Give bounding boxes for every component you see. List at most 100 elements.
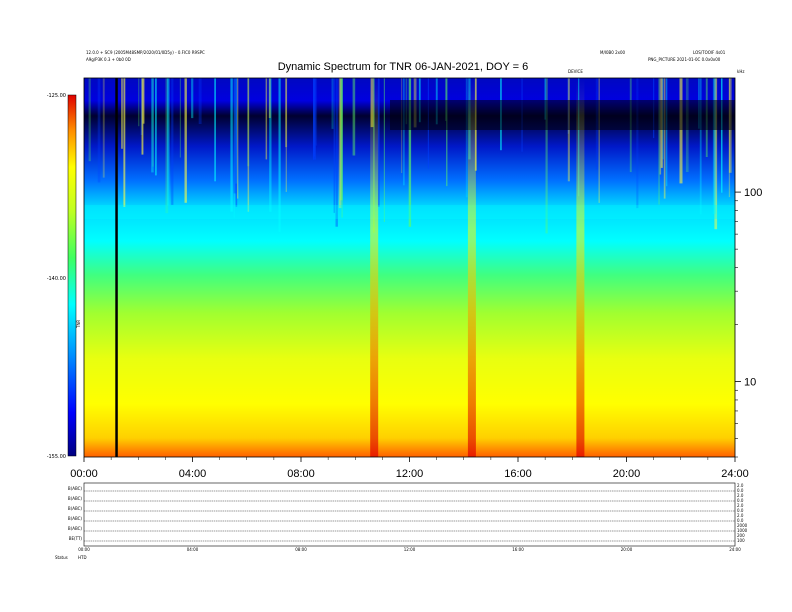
spectrum-streak	[377, 78, 380, 207]
spectrum-streak	[313, 78, 316, 160]
spectrum-streak	[714, 78, 718, 230]
lower-panel-scale-top: 2000	[737, 523, 748, 528]
spectrum-streak	[123, 78, 126, 207]
colorbar-tick-mid: -140.00	[47, 276, 66, 282]
y-tick-label: 10	[744, 377, 756, 389]
spectrum-streak	[151, 78, 154, 173]
y-axis: 100 10	[735, 187, 762, 458]
spectrum-streak	[138, 78, 140, 127]
lower-panel-scale-top: 2.0	[737, 483, 744, 488]
spectrum-streak	[179, 78, 181, 158]
spectrum-streak	[341, 78, 343, 218]
spectrum-streak	[233, 78, 237, 194]
spectrum-streak	[191, 78, 194, 119]
lower-panel-scale-bottom: 0.0	[737, 518, 744, 523]
spectrum-streak	[237, 78, 239, 199]
lower-panel-scale-top: 2.0	[737, 503, 744, 508]
x-tick-label: 12:00	[396, 468, 424, 480]
spectrum-streak	[285, 78, 288, 148]
lower-x-tick-label: 04:00	[187, 547, 199, 552]
lower-panel-scale-top: 2.0	[737, 493, 744, 498]
event-label: DEVICE	[568, 69, 583, 74]
spectrum-streak	[285, 78, 287, 192]
y-tick-label: 100	[744, 187, 762, 199]
radio-bursts	[370, 78, 585, 457]
lower-panels: B(ABC)2.00.0B(ABC)2.00.0B(ABC)2.00.0B(AB…	[68, 483, 748, 552]
lower-x-tick-label: 00:00	[78, 547, 90, 552]
cyan-band	[84, 205, 735, 219]
lower-panel-scale-bottom: 0.0	[737, 488, 744, 493]
spectrum-streak	[278, 78, 281, 232]
dark-band	[390, 100, 735, 130]
header-right-line1: LOS/TOOlF 4s01	[693, 50, 726, 55]
lower-panel-label: B(ABC)	[68, 486, 83, 491]
spectrum-streak	[666, 78, 668, 187]
spectrum-streak	[699, 78, 702, 215]
spectrum-streak	[165, 78, 169, 214]
spectrogram-overlay	[84, 78, 735, 234]
spectrum-streak	[383, 78, 385, 222]
spectrum-streak	[247, 78, 250, 212]
spectrum-streak	[331, 78, 334, 129]
x-tick-label: 04:00	[179, 468, 207, 480]
spectrum-streak	[265, 78, 268, 160]
spectrum-streak	[268, 78, 271, 118]
colorbar-tick-top: -125.00	[47, 93, 66, 99]
spectrum-streak	[333, 78, 335, 213]
lower-panel-label: B(ABC)	[68, 496, 83, 501]
spectrum-streak	[141, 78, 144, 155]
spectrum-streak	[544, 78, 546, 120]
spectrum-streak	[658, 78, 660, 205]
spectrum-streak	[142, 78, 145, 124]
lower-x-tick-label: 20:00	[621, 547, 633, 552]
lower-panels-frame	[83, 482, 736, 547]
spectrum-streak	[97, 78, 101, 183]
colorbar-tick-bottom: -155.00	[47, 454, 66, 460]
spectrum-streak	[235, 78, 238, 184]
lower-panel-label: B(ABC)	[68, 506, 83, 511]
y-unit-label: kHz	[737, 69, 744, 74]
spectrum-streak	[403, 78, 405, 186]
lower-x-tick-label: 12:00	[404, 547, 416, 552]
spectrum-streak	[269, 78, 272, 212]
header-right-line2: PNG_PICTURE 2021-01-0C 0.0x0x00	[648, 57, 721, 62]
header-left-line2: A9g/P3K 0.3 + 0b0 0D	[86, 57, 131, 62]
spectrum-streak	[728, 78, 731, 198]
spectrum-streak	[88, 78, 91, 162]
spectrum-streak	[663, 78, 666, 199]
x-tick-label: 16:00	[504, 468, 532, 480]
lower-panel-scale-top: 200	[737, 533, 745, 538]
spectrum-streak	[338, 78, 342, 209]
burst-mark	[467, 78, 476, 457]
lower-panel-scale-bottom: 0.0	[737, 498, 744, 503]
lower-panel-scale-bottom: 1000	[737, 528, 748, 533]
chart-title: Dynamic Spectrum for TNR 06-JAN-2021, DO…	[278, 61, 529, 73]
lower-x-tick-label: 24:00	[729, 547, 741, 552]
spectrum-streak	[214, 78, 216, 182]
spectrum-streak	[408, 78, 412, 227]
spectrum-streak	[233, 78, 235, 218]
spectrum-streak	[340, 78, 343, 201]
spectrum-streak	[598, 78, 600, 203]
spectrum-streak	[152, 78, 154, 167]
lower-panel-scale-top: 2.0	[737, 513, 744, 518]
burst-mark	[576, 78, 585, 457]
spectrum-streak	[465, 78, 468, 198]
spectrum-streak	[184, 78, 187, 203]
spectrum-streak	[446, 78, 448, 187]
spectrum-streak	[352, 78, 356, 156]
lower-panel-label: B(ABC)	[68, 516, 83, 521]
x-tick-label: 24:00	[721, 468, 749, 480]
x-tick-label: 20:00	[613, 468, 641, 480]
spectrum-streak	[315, 78, 318, 146]
lower-panel-label: B(ABC)	[68, 526, 83, 531]
lower-panel-scale-bottom: 0.0	[737, 508, 744, 513]
spectrum-streak	[171, 78, 174, 205]
colorbar-label: TNR	[76, 320, 81, 329]
spectrum-streak	[121, 78, 123, 149]
spectrum-streak	[155, 78, 157, 176]
lower-panel-scale-bottom: 100	[737, 538, 745, 543]
spectrum-streak	[230, 78, 233, 212]
spectrum-streak	[247, 78, 250, 167]
